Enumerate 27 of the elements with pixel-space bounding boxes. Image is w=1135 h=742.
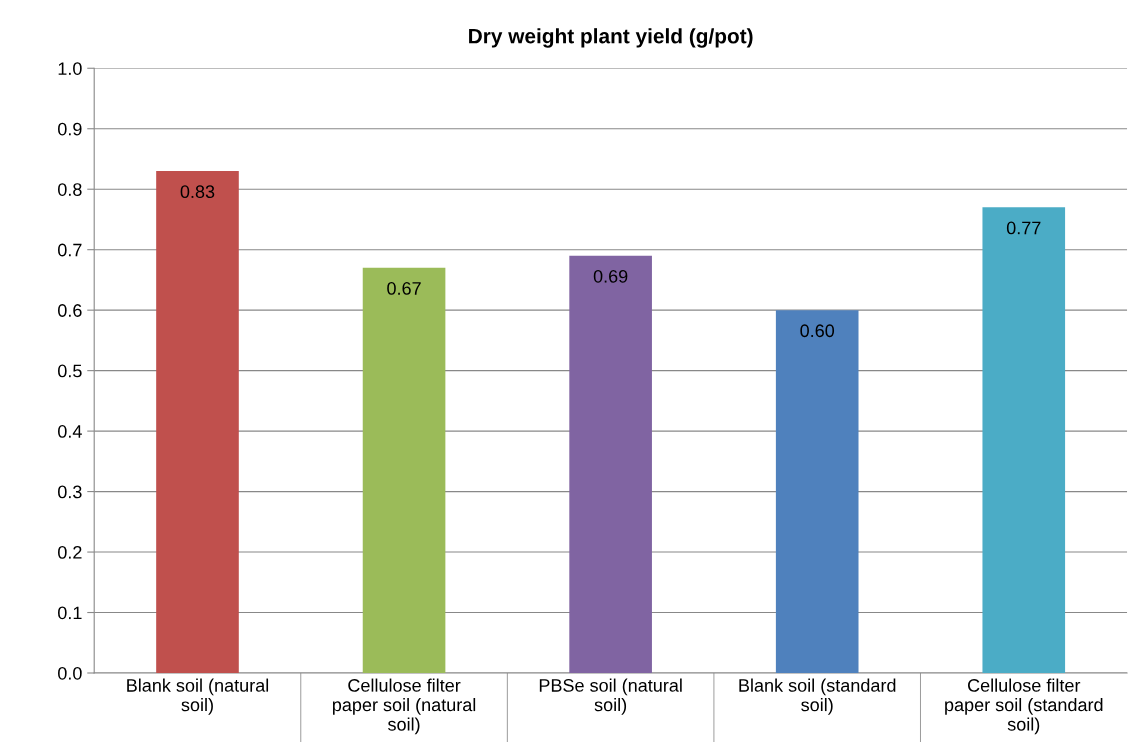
bar xyxy=(362,267,446,673)
y-tick-label: 0.1 xyxy=(58,606,82,620)
y-tick-label: 0.4 xyxy=(58,425,82,438)
data-label: 0.67 xyxy=(387,282,421,295)
data-label: 0.83 xyxy=(180,185,215,199)
y-tick-label: 1.0 xyxy=(58,62,82,75)
y-tick-label: 0.8 xyxy=(58,183,82,196)
bar xyxy=(156,171,239,673)
y-tick-label: 0.7 xyxy=(58,243,82,257)
data-label: 0.77 xyxy=(1006,221,1041,235)
chart-title: Dry weight plant yield (g/pot) xyxy=(469,28,753,48)
data-label: 0.60 xyxy=(800,324,835,338)
data-label: 0.69 xyxy=(593,269,628,283)
y-tick-label: 0.5 xyxy=(58,364,82,378)
x-tick-label: Blank soil (standard soil) xyxy=(739,678,896,715)
x-tick-label: Cellulose filter paper soil (standard soil) xyxy=(945,678,1103,735)
y-tick-label: 0.9 xyxy=(58,122,82,136)
y-tick-label: 0.0 xyxy=(58,666,82,680)
y-tick-label: 0.3 xyxy=(58,485,82,499)
x-tick-label: PBSe soil (natural soil) xyxy=(539,678,682,715)
bar xyxy=(775,310,859,673)
y-tick-label: 0.2 xyxy=(58,545,82,559)
x-tick-label: Cellulose filter paper soil (natural soil) xyxy=(332,678,476,735)
x-tick-label: Blank soil (natural soil) xyxy=(127,678,269,715)
y-tick-label: 0.6 xyxy=(58,304,82,317)
bar xyxy=(569,255,652,673)
bar xyxy=(982,207,1066,673)
